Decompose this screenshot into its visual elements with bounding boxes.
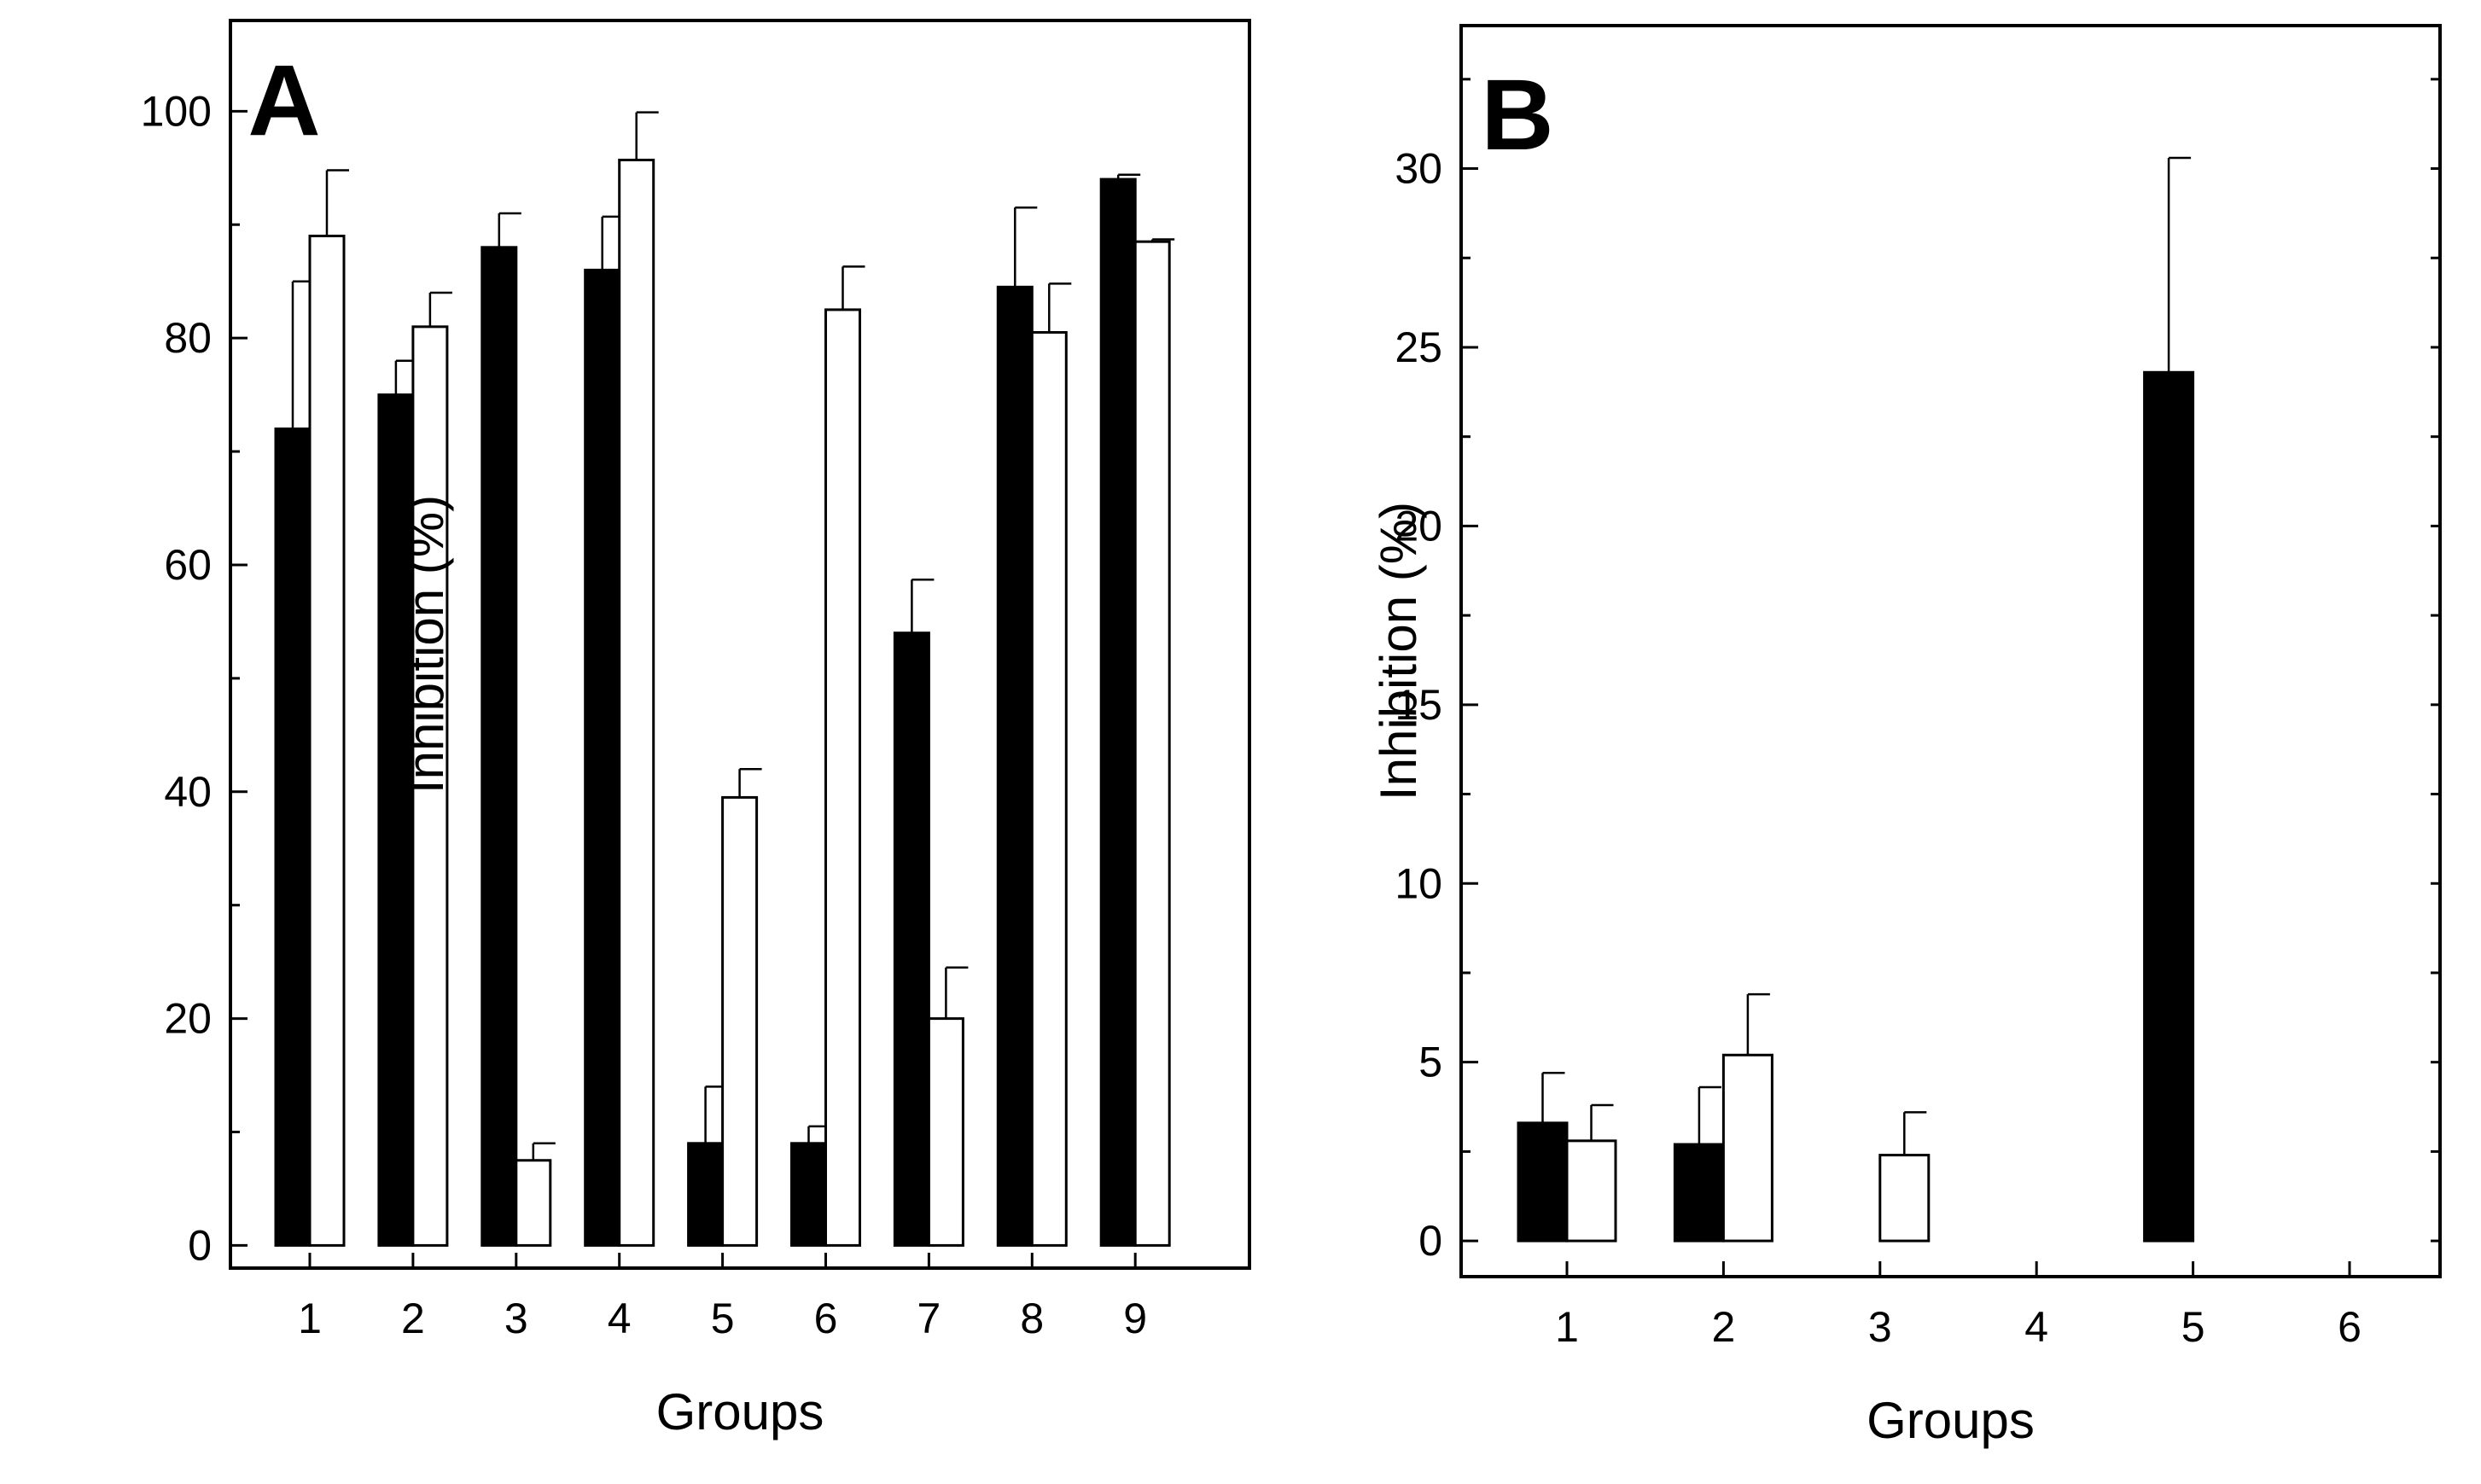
x-tick-label: 7 [917,1295,941,1342]
panel-label: A [248,44,320,157]
x-tick-label: 2 [1711,1303,1735,1351]
bar-open-a-7 [927,1017,964,1247]
y-tick-label: 20 [164,995,212,1043]
x-tick-label: 4 [2024,1303,2048,1351]
bar-open-a-6 [824,308,861,1247]
panel-b-chart: 0 5 10 15 20 25 30 1 2 3 4 5 6 Groups Inhibition (%) B [1370,24,2442,1449]
x-tick-label: 5 [711,1295,735,1342]
bar-open-b-2 [1721,1053,1773,1242]
plot-frame [1459,24,2442,1278]
panel-a-chart: 0 20 40 60 80 100 1 2 3 4 5 6 7 8 9 Groups Inhibition (%… [141,19,1251,1440]
y-tick-label: 20 [1395,502,1442,550]
x-tick-label: 6 [2338,1303,2362,1351]
bar-filled-a-1 [274,427,312,1247]
bar-open-a-8 [1030,331,1068,1247]
x-tick-label: 2 [401,1295,425,1342]
y-tick-label: 5 [1418,1039,1442,1086]
panel-label: B [1481,59,1553,172]
bar-filled-a-6 [790,1142,827,1247]
bar-filled-b-5 [2143,370,2195,1242]
bar-filled-a-7 [893,631,930,1247]
y-tick-label: 0 [1418,1217,1442,1265]
bar-filled-a-9 [1099,177,1137,1247]
x-tick-label: 3 [1868,1303,1892,1351]
bar-filled-b-2 [1673,1143,1725,1242]
y-axis-title: Inhibition (%) [397,495,454,794]
bar-filled-a-5 [687,1142,725,1247]
bar-open-b-1 [1565,1139,1617,1242]
y-tick-label: 30 [1395,145,1442,193]
bar-open-a-1 [308,235,346,1247]
bar-open-a-3 [515,1159,552,1247]
x-tick-label: 9 [1123,1295,1147,1342]
bar-open-a-5 [721,795,759,1247]
bar-open-a-9 [1133,240,1171,1247]
bar-filled-a-2 [377,393,415,1247]
y-tick-label: 80 [164,314,212,362]
bar-open-a-4 [618,158,655,1247]
x-tick-label: 1 [1555,1303,1579,1351]
x-axis-title: Groups [1867,1392,2035,1449]
y-axis-title: Inhibition (%) [1370,502,1427,800]
y-tick-label: 0 [188,1221,212,1269]
x-tick-label: 5 [2181,1303,2205,1351]
x-tick-label: 3 [504,1295,528,1342]
x-tick-label: 4 [608,1295,632,1342]
y-tick-label: 10 [1395,859,1442,907]
y-tick-label: 25 [1395,323,1442,371]
x-tick-label: 1 [298,1295,322,1342]
bar-filled-a-4 [584,268,621,1247]
y-tick-label: 15 [1395,681,1442,729]
plot-frame [229,19,1251,1270]
x-tick-label: 8 [1020,1295,1044,1342]
y-tick-label: 100 [141,87,212,135]
y-tick-label: 40 [164,768,212,816]
bar-open-b-3 [1878,1154,1931,1242]
x-axis-title: Groups [656,1383,824,1440]
bar-filled-b-1 [1517,1121,1569,1242]
bar-filled-a-8 [996,285,1034,1247]
bar-filled-a-3 [480,246,518,1247]
y-tick-label: 60 [164,541,212,589]
x-tick-label: 6 [814,1295,838,1342]
